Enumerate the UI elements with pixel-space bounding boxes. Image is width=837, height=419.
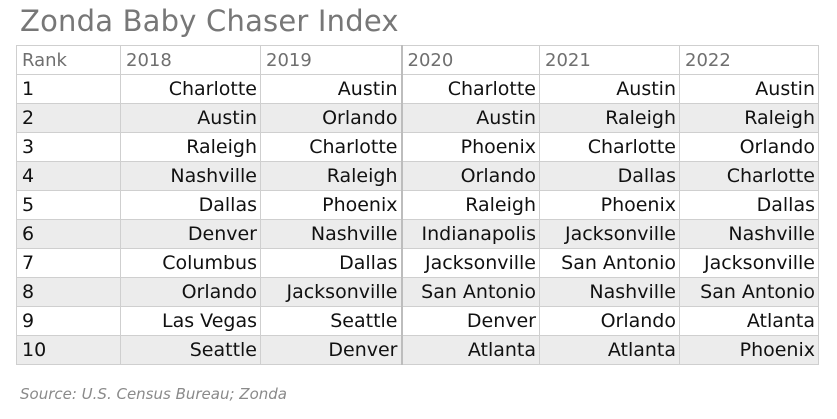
table-row: 8 Orlando Jacksonville San Antonio Nashv… bbox=[16, 277, 819, 307]
rank-cell: 7 bbox=[16, 248, 121, 278]
column-header-2018: 2018 bbox=[120, 45, 261, 75]
city-cell-2021: Orlando bbox=[539, 306, 680, 336]
rank-cell: 9 bbox=[16, 306, 121, 336]
table-row: 9 Las Vegas Seattle Denver Orlando Atlan… bbox=[16, 306, 819, 336]
city-cell-2022: San Antonio bbox=[679, 277, 819, 307]
table-row: 7 Columbus Dallas Jacksonville San Anton… bbox=[16, 248, 819, 278]
city-cell-2020: Atlanta bbox=[400, 335, 540, 365]
city-cell-2021: San Antonio bbox=[539, 248, 680, 278]
rank-cell: 2 bbox=[16, 103, 121, 133]
page-title: Zonda Baby Chaser Index bbox=[20, 4, 399, 38]
city-cell-2019: Austin bbox=[260, 74, 402, 104]
table-row: 3 Raleigh Charlotte Phoenix Charlotte Or… bbox=[16, 132, 819, 162]
rank-cell: 5 bbox=[16, 190, 121, 220]
baby-chaser-index-table: Rank 2018 2019 2020 2021 2022 1 Charlott… bbox=[16, 45, 819, 365]
city-cell-2018: Denver bbox=[120, 219, 261, 249]
city-cell-2020: Denver bbox=[400, 306, 540, 336]
city-cell-2020: San Antonio bbox=[400, 277, 540, 307]
column-header-2021: 2021 bbox=[539, 45, 680, 75]
table-row: 6 Denver Nashville Indianapolis Jacksonv… bbox=[16, 219, 819, 249]
city-cell-2020: Charlotte bbox=[400, 74, 540, 104]
city-cell-2018: Las Vegas bbox=[120, 306, 261, 336]
city-cell-2021: Charlotte bbox=[539, 132, 680, 162]
table-row: 2 Austin Orlando Austin Raleigh Raleigh bbox=[16, 103, 819, 133]
city-cell-2019: Charlotte bbox=[260, 132, 402, 162]
city-cell-2018: Nashville bbox=[120, 161, 261, 191]
table-row: 5 Dallas Phoenix Raleigh Phoenix Dallas bbox=[16, 190, 819, 220]
city-cell-2020: Indianapolis bbox=[400, 219, 540, 249]
city-cell-2018: Orlando bbox=[120, 277, 261, 307]
city-cell-2018: Charlotte bbox=[120, 74, 261, 104]
city-cell-2018: Austin bbox=[120, 103, 261, 133]
city-cell-2022: Charlotte bbox=[679, 161, 819, 191]
column-header-2020: 2020 bbox=[400, 45, 540, 75]
city-cell-2019: Raleigh bbox=[260, 161, 402, 191]
city-cell-2020: Austin bbox=[400, 103, 540, 133]
table-row: 1 Charlotte Austin Charlotte Austin Aust… bbox=[16, 74, 819, 104]
city-cell-2020: Raleigh bbox=[400, 190, 540, 220]
city-cell-2020: Orlando bbox=[400, 161, 540, 191]
rank-cell: 3 bbox=[16, 132, 121, 162]
city-cell-2021: Austin bbox=[539, 74, 680, 104]
city-cell-2019: Nashville bbox=[260, 219, 402, 249]
city-cell-2021: Atlanta bbox=[539, 335, 680, 365]
city-cell-2018: Raleigh bbox=[120, 132, 261, 162]
city-cell-2021: Nashville bbox=[539, 277, 680, 307]
city-cell-2022: Atlanta bbox=[679, 306, 819, 336]
city-cell-2022: Nashville bbox=[679, 219, 819, 249]
city-cell-2020: Jacksonville bbox=[400, 248, 540, 278]
city-cell-2021: Dallas bbox=[539, 161, 680, 191]
source-note: Source: U.S. Census Bureau; Zonda bbox=[20, 385, 287, 403]
city-cell-2021: Raleigh bbox=[539, 103, 680, 133]
city-cell-2019: Orlando bbox=[260, 103, 402, 133]
city-cell-2020: Phoenix bbox=[400, 132, 540, 162]
city-cell-2019: Jacksonville bbox=[260, 277, 402, 307]
rank-cell: 6 bbox=[16, 219, 121, 249]
city-cell-2022: Austin bbox=[679, 74, 819, 104]
city-cell-2021: Jacksonville bbox=[539, 219, 680, 249]
rank-cell: 8 bbox=[16, 277, 121, 307]
city-cell-2022: Raleigh bbox=[679, 103, 819, 133]
city-cell-2022: Dallas bbox=[679, 190, 819, 220]
table-header-row: Rank 2018 2019 2020 2021 2022 bbox=[16, 45, 819, 75]
city-cell-2018: Seattle bbox=[120, 335, 261, 365]
table-row: 10 Seattle Denver Atlanta Atlanta Phoeni… bbox=[16, 335, 819, 365]
column-header-2022: 2022 bbox=[679, 45, 819, 75]
city-cell-2021: Phoenix bbox=[539, 190, 680, 220]
rank-cell: 10 bbox=[16, 335, 121, 365]
city-cell-2022: Orlando bbox=[679, 132, 819, 162]
table-row: 4 Nashville Raleigh Orlando Dallas Charl… bbox=[16, 161, 819, 191]
city-cell-2019: Seattle bbox=[260, 306, 402, 336]
city-cell-2018: Columbus bbox=[120, 248, 261, 278]
rank-cell: 4 bbox=[16, 161, 121, 191]
city-cell-2022: Phoenix bbox=[679, 335, 819, 365]
city-cell-2019: Dallas bbox=[260, 248, 402, 278]
rank-cell: 1 bbox=[16, 74, 121, 104]
city-cell-2019: Phoenix bbox=[260, 190, 402, 220]
city-cell-2022: Jacksonville bbox=[679, 248, 819, 278]
column-header-rank: Rank bbox=[16, 45, 121, 75]
city-cell-2018: Dallas bbox=[120, 190, 261, 220]
column-header-2019: 2019 bbox=[260, 45, 402, 75]
city-cell-2019: Denver bbox=[260, 335, 402, 365]
